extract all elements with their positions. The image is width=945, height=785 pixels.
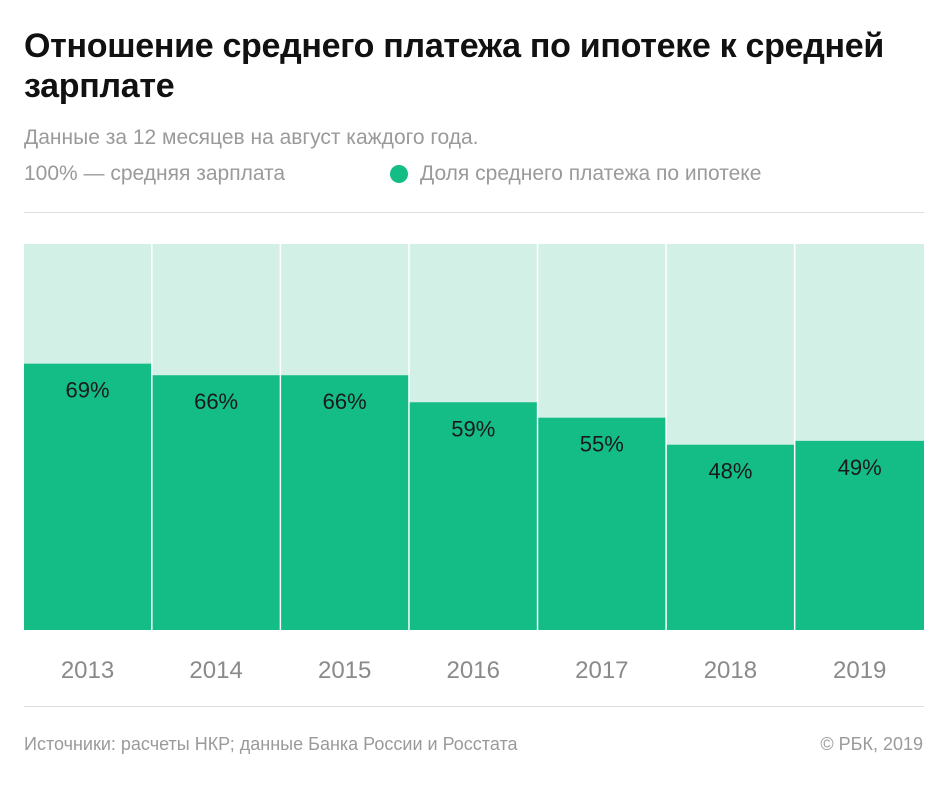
bar-chart: 69% 2013 66% 2014 66% 2015 59% 2016 55% 2017 48% 20… (24, 244, 924, 684)
value-bar (409, 402, 537, 630)
bar-value-label: 59% (451, 416, 495, 441)
value-bar (795, 440, 924, 630)
bottom-divider (24, 706, 924, 707)
x-tick-label: 2017 (575, 657, 628, 684)
x-tick-label: 2019 (833, 657, 886, 684)
legend-base-label: 100% — средняя зарплата (24, 162, 286, 185)
value-bar (666, 444, 794, 630)
x-tick-label: 2013 (61, 657, 114, 684)
bar-value-label: 49% (838, 455, 882, 480)
bar-value-label: 55% (580, 432, 624, 457)
value-bar (538, 417, 666, 630)
chart-title: Отношение среднего платежа по ипотеке к … (24, 27, 884, 105)
x-tick-label: 2018 (704, 657, 757, 684)
bar-value-label: 66% (323, 389, 367, 414)
legend-share-dot-icon (390, 165, 408, 183)
bar-value-label: 66% (194, 389, 238, 414)
bar-value-label: 69% (66, 378, 110, 403)
chart-subtitle: Данные за 12 месяцев на август каждого г… (24, 126, 479, 149)
x-tick-label: 2015 (318, 657, 371, 684)
copyright-note: © РБК, 2019 (820, 734, 923, 754)
value-bar (281, 375, 409, 630)
top-divider (24, 212, 924, 213)
source-note: Источники: расчеты НКР; данные Банка Рос… (24, 734, 518, 754)
value-bar (24, 363, 152, 630)
value-bar (152, 375, 280, 630)
x-tick-label: 2014 (189, 657, 242, 684)
bar-value-label: 48% (708, 459, 752, 484)
legend-share-label: Доля среднего платежа по ипотеке (420, 162, 762, 185)
x-tick-label: 2016 (447, 657, 500, 684)
